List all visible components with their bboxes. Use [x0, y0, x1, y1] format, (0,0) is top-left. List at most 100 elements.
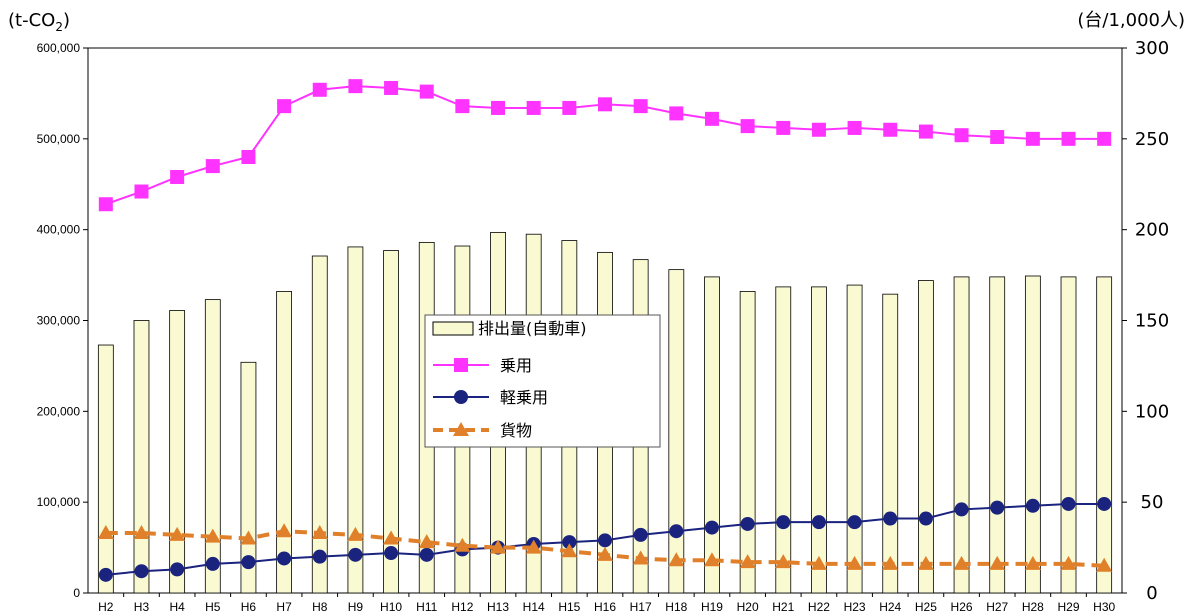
series-2-marker [561, 543, 578, 558]
series-0-marker [1025, 131, 1040, 146]
right-axis-tick-label: 300 [1135, 38, 1169, 59]
series-2-marker [490, 539, 507, 554]
x-axis-tick-label: H3 [134, 600, 150, 614]
bar [882, 293, 899, 594]
bar [276, 291, 292, 594]
series-0-marker [348, 79, 363, 94]
series-0-marker [312, 82, 327, 97]
series-0-marker [205, 159, 220, 174]
series-0-marker [491, 100, 506, 115]
series-2-marker [418, 534, 435, 549]
series-1-marker [918, 511, 933, 526]
series-1-marker [883, 511, 898, 526]
x-axis-tick-label: H11 [416, 600, 437, 614]
series-0-marker [704, 111, 719, 126]
series-2-marker [97, 525, 114, 540]
x-axis-tick-label: H16 [594, 600, 616, 614]
series-0-marker [990, 130, 1005, 145]
series-2-marker [383, 530, 400, 545]
series-2-marker [775, 554, 792, 569]
x-axis-tick-label: H10 [380, 600, 402, 614]
right-axis-tick-label: 200 [1135, 220, 1169, 241]
series-2-marker [311, 525, 328, 540]
x-axis-tick-label: H18 [665, 600, 687, 614]
x-axis-tick-label: H5 [205, 600, 221, 614]
series-0-marker [134, 184, 149, 199]
series-0-marker [526, 100, 541, 115]
series-0-marker [740, 119, 755, 134]
bar [311, 255, 328, 594]
x-axis-tick-label: H9 [348, 600, 364, 614]
series-0-marker [98, 197, 113, 212]
x-axis-tick-label: H24 [879, 600, 901, 614]
legend-item-bars: 排出量(自動車) [432, 319, 587, 338]
series-1-marker [990, 500, 1005, 515]
series-1-marker [170, 562, 185, 577]
bar [347, 246, 364, 594]
series-1-marker [704, 520, 719, 535]
series-0-marker [1097, 131, 1112, 146]
left-axis-tick-label: 600,000 [37, 41, 81, 55]
series-2-marker [739, 554, 756, 569]
series-1-marker [669, 524, 684, 539]
left-axis-unit: (t-CO2) [8, 10, 70, 34]
series-2-marker [882, 555, 899, 570]
series-2-marker [1024, 555, 1041, 570]
left-axis-tick-label: 200,000 [37, 404, 81, 418]
series-1-marker [134, 564, 149, 579]
series-0-marker [455, 99, 470, 114]
x-axis-tick-label: H2 [98, 600, 114, 614]
legend-item-series-2: 貨物 [433, 421, 532, 440]
series-2-marker [703, 552, 720, 567]
legend-label-bars: 排出量(自動車) [478, 319, 587, 338]
series-0-marker [598, 97, 612, 112]
bar [1024, 275, 1041, 594]
series-0-marker [883, 122, 898, 137]
series-0-marker [419, 84, 434, 99]
series-2-marker [632, 550, 649, 565]
right-axis-unit: (台/1,000人) [1077, 10, 1185, 31]
x-axis-tick-label: H19 [701, 600, 723, 614]
series-2-marker [454, 537, 471, 552]
series-0-marker [918, 124, 933, 139]
series-0-marker [384, 80, 399, 95]
right-axis-tick-label: 0 [1146, 583, 1157, 604]
bar [1060, 276, 1077, 594]
series-0-marker [633, 99, 648, 114]
bar [739, 291, 756, 594]
right-axis-tick-label: 50 [1141, 492, 1164, 513]
series-0-marker [1061, 131, 1076, 146]
series-0-marker [170, 169, 185, 184]
series-0-marker [954, 128, 969, 143]
series-0-marker [669, 106, 684, 121]
legend-box [424, 314, 661, 448]
series-2-marker [525, 539, 542, 554]
legend-marker-series-1 [454, 390, 468, 404]
series-1-marker [98, 567, 113, 582]
x-axis-tick-label: H8 [312, 600, 328, 614]
series-2-marker [276, 523, 293, 538]
x-axis-tick-label: H27 [986, 600, 1008, 614]
series-1-marker [1097, 496, 1112, 511]
bar [383, 250, 399, 594]
left-axis-tick-label: 100,000 [37, 495, 81, 509]
x-axis-tick-label: H6 [241, 600, 257, 614]
series-2-marker [597, 546, 613, 561]
x-axis-tick-label: H13 [487, 600, 509, 614]
legend-item-series-1: 軽乗用 [433, 388, 548, 407]
right-axis-tick-label: 150 [1135, 311, 1169, 332]
bar [668, 269, 685, 594]
bar [204, 299, 221, 594]
legend-label-series-2: 貨物 [500, 421, 532, 440]
left-axis-tick-label: 400,000 [37, 223, 81, 237]
series-1-marker [740, 516, 755, 531]
x-axis-tick-label: H20 [737, 600, 759, 614]
bar [953, 276, 970, 594]
series-1-marker [598, 533, 612, 548]
axes: 0 100,000 200,000 300,000 400,000 500,000 600,… [37, 38, 1170, 614]
series-2-marker [240, 530, 257, 545]
series-2-marker [668, 552, 685, 567]
left-axis-tick-label: 300,000 [37, 314, 81, 328]
right-axis-tick-label: 250 [1135, 129, 1169, 150]
